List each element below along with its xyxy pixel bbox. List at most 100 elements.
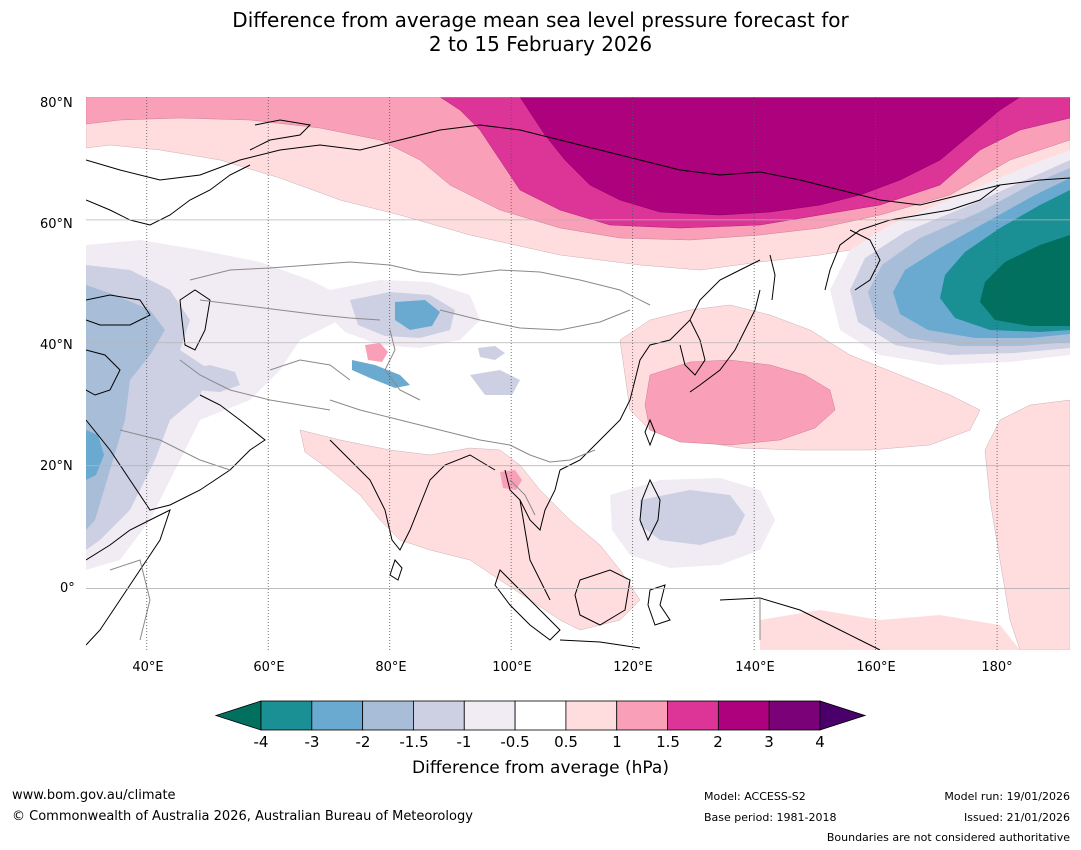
lon-label-140e: 140°E bbox=[735, 660, 775, 675]
coast-malay-peninsula bbox=[519, 499, 551, 601]
footer-model-run: Model run: 19/01/2026 bbox=[944, 790, 1070, 803]
colorbar-swatch bbox=[362, 700, 414, 731]
chart-title: Difference from average mean sea level p… bbox=[0, 8, 1081, 56]
colorbar-tick: -1.5 bbox=[399, 733, 429, 751]
coast-east-china bbox=[559, 259, 761, 471]
coast-caspian bbox=[179, 289, 211, 351]
lon-label-60e: 60°E bbox=[253, 660, 285, 675]
border-afghanistan-pakistan bbox=[269, 359, 351, 381]
colorbar-tick: -3 bbox=[304, 733, 320, 751]
colorbar bbox=[214, 700, 867, 731]
lon-label-100e: 100°E bbox=[492, 660, 532, 675]
coastlines bbox=[86, 119, 1070, 650]
country-borders bbox=[109, 261, 761, 641]
lat-label-0: 0° bbox=[60, 581, 75, 596]
footer-model: Model: ACCESS-S2 bbox=[704, 790, 806, 803]
colorbar-under-arrow bbox=[214, 700, 262, 731]
anomaly-mongolia-lavender bbox=[478, 346, 505, 360]
colorbar-tick: -4 bbox=[253, 733, 269, 751]
anomaly-westasia-blue bbox=[86, 430, 104, 480]
colorbar-tick: 1.5 bbox=[656, 733, 680, 751]
anomaly-north-purple bbox=[519, 97, 1021, 216]
anomaly-southasia-pale bbox=[299, 429, 641, 631]
border-china-west bbox=[384, 329, 421, 401]
colorbar-swatch bbox=[413, 700, 465, 731]
lat-label-20n: 20°N bbox=[40, 459, 73, 474]
lon-label-40e: 40°E bbox=[132, 660, 164, 675]
anomaly-centralasia-blue bbox=[395, 300, 440, 330]
colorbar-tick: 1 bbox=[612, 733, 622, 751]
footer-website-link[interactable]: www.bom.gov.au/climate bbox=[12, 788, 176, 803]
anomaly-southpacific-pale bbox=[760, 610, 1020, 650]
anomaly-indochina-pink bbox=[500, 470, 522, 490]
border-saudi-arabia bbox=[119, 429, 231, 471]
border-china-indochina bbox=[529, 449, 596, 463]
coast-india bbox=[329, 439, 496, 551]
coast-novaya-zemlya bbox=[249, 119, 312, 151]
anomaly-pamir-pink bbox=[365, 343, 388, 362]
colorbar-tick: -2 bbox=[355, 733, 371, 751]
anomaly-westasia-grayblue bbox=[86, 285, 165, 530]
anomaly-fields bbox=[86, 97, 1070, 650]
colorbar-tick: 0.5 bbox=[554, 733, 578, 751]
lon-label-120e: 120°E bbox=[613, 660, 653, 675]
coast-sri-lanka bbox=[389, 559, 403, 581]
border-himalaya bbox=[329, 399, 531, 456]
anomaly-pacific-darkteal bbox=[980, 235, 1070, 326]
colorbar-swatch bbox=[717, 700, 770, 731]
lat-label-80n: 80°N bbox=[40, 96, 73, 111]
colorbar-swatch bbox=[311, 700, 364, 731]
colorbar-swatch bbox=[260, 700, 313, 731]
footer-base-period: Base period: 1981-2018 bbox=[704, 811, 837, 824]
colorbar-label: Difference from average (hPa) bbox=[412, 758, 669, 778]
border-russia-mongolia bbox=[419, 269, 651, 306]
border-iran-iraq bbox=[179, 359, 331, 411]
colorbar-swatch bbox=[768, 700, 821, 731]
colorbar-swatch bbox=[565, 700, 618, 731]
gridlines bbox=[86, 97, 1070, 650]
colorbar-swatch bbox=[463, 700, 516, 731]
border-kazakhstan-south bbox=[199, 299, 381, 321]
colorbar-tick: -1 bbox=[456, 733, 472, 751]
coast-new-guinea bbox=[719, 597, 881, 650]
colorbar-tick: 2 bbox=[713, 733, 723, 751]
colorbar-swatch bbox=[667, 700, 719, 731]
coast-java bbox=[559, 639, 641, 649]
coast-kamchatka bbox=[849, 229, 881, 291]
footer-boundaries-note: Boundaries are not considered authoritat… bbox=[826, 831, 1070, 844]
border-mongolia-china bbox=[439, 309, 631, 331]
lon-label-160e: 160°E bbox=[856, 660, 896, 675]
colorbar-tick: -0.5 bbox=[500, 733, 530, 751]
colorbar-tick: 4 bbox=[815, 733, 825, 751]
coast-arctic-russia bbox=[86, 124, 1070, 206]
anomaly-philippines-lavender bbox=[640, 490, 745, 545]
title-line-1: Difference from average mean sea level p… bbox=[232, 8, 849, 32]
coast-scandinavia bbox=[86, 164, 251, 226]
anomaly-centralpacific-pale bbox=[984, 399, 1070, 650]
coast-korea bbox=[679, 319, 706, 376]
coast-black-sea bbox=[86, 294, 151, 326]
coast-sulawesi bbox=[647, 584, 671, 626]
coast-sumatra bbox=[494, 569, 561, 641]
border-east-africa bbox=[109, 559, 151, 641]
coast-sakhalin bbox=[769, 254, 776, 301]
anomaly-tibet-lavender bbox=[470, 370, 520, 395]
coast-mediterranean bbox=[86, 349, 121, 396]
coast-taiwan bbox=[644, 418, 656, 447]
colorbar-swatch bbox=[514, 700, 567, 731]
colorbar-over-arrow bbox=[819, 700, 867, 731]
coast-indochina bbox=[504, 469, 561, 531]
coast-borneo bbox=[574, 569, 631, 626]
footer-issued: Issued: 21/01/2026 bbox=[963, 811, 1070, 824]
footer-copyright: © Commonwealth of Australia 2026, Austra… bbox=[12, 809, 473, 824]
coast-luzon bbox=[639, 478, 661, 542]
coast-east-africa bbox=[86, 509, 171, 646]
coast-arabia bbox=[86, 394, 266, 511]
lat-label-40n: 40°N bbox=[40, 338, 73, 353]
coast-japan bbox=[689, 289, 761, 393]
lat-label-60n: 60°N bbox=[40, 217, 73, 232]
anomaly-pamir-blue bbox=[352, 360, 410, 388]
colorbar-tick: 3 bbox=[764, 733, 774, 751]
anomaly-iran-lavender bbox=[185, 365, 240, 392]
